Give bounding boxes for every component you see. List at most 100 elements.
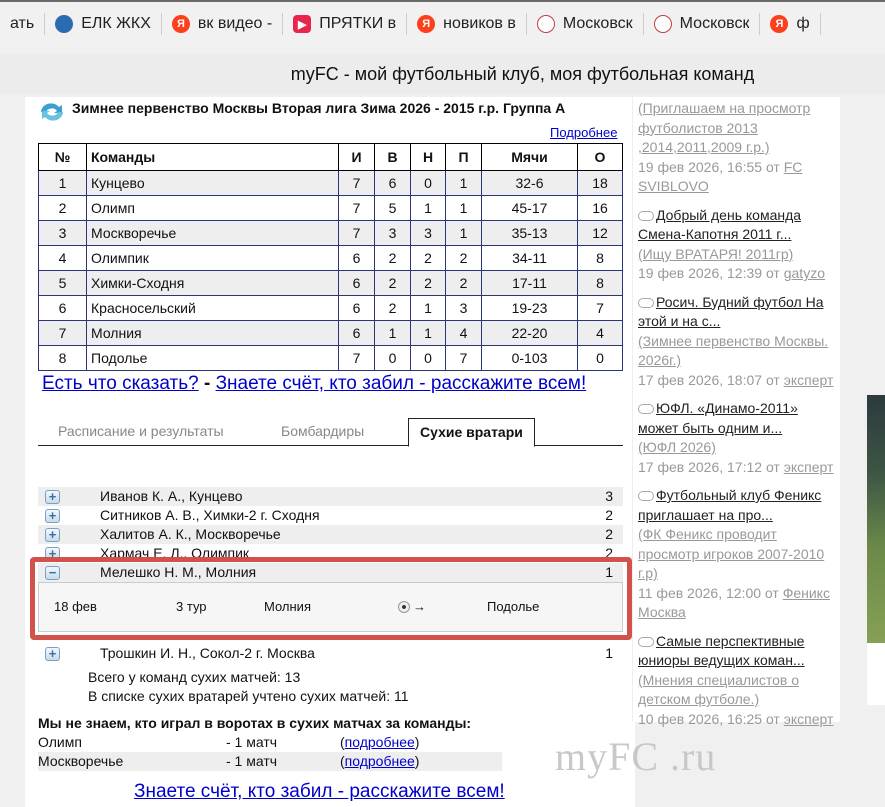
action-links: Есть что сказать? - Знаете счёт, кто заб… — [42, 373, 586, 395]
cell-points: 0 — [577, 345, 623, 371]
news-source[interactable]: (ФК Феникс проводит просмотр игроков 200… — [638, 526, 825, 581]
paren: ) — [414, 753, 420, 769]
expand-icon[interactable]: + — [45, 528, 60, 542]
news-source[interactable]: (ЮФЛ 2026) — [638, 439, 716, 455]
table-row: 1 Кунцево 7 6 0 1 32-6 18 — [38, 170, 623, 196]
yandex-icon: Я — [171, 15, 190, 33]
say-something-link[interactable]: Есть что сказать? — [42, 373, 199, 394]
cell-losses: 3 — [445, 295, 482, 321]
cell-goals: 32-6 — [481, 170, 578, 196]
goalkeeper-row[interactable]: + Ситников А. В., Химки-2 г. Сходня 2 — [38, 506, 623, 525]
cell-number: 7 — [38, 320, 87, 346]
news-headline[interactable]: Футбольный клуб Феникс приглашает на про… — [638, 487, 822, 523]
col-team: Команды — [86, 143, 339, 171]
details-link[interactable]: подробнее — [344, 734, 415, 750]
report-score-link-bottom[interactable]: Знаете счёт, кто забил - расскажите всем… — [134, 781, 505, 802]
more-link[interactable]: Подробнее — [550, 125, 618, 140]
match-detail: 18 фев 3 тур Молния → Подолье — [38, 582, 623, 632]
expand-icon[interactable]: + — [45, 647, 60, 661]
goalkeeper-row[interactable]: + Иванов К. А., Кунцево 3 — [38, 487, 623, 506]
clean-sheet-count: 2 — [605, 545, 613, 561]
crest-icon — [536, 15, 555, 33]
news-sidebar — [632, 97, 840, 722]
report-score-link[interactable]: Знаете счёт, кто забил - расскажите всем… — [215, 373, 587, 394]
bookmark[interactable]: ать — [0, 13, 46, 35]
cell-losses: 4 — [445, 320, 482, 346]
cell-number: 5 — [38, 270, 87, 296]
goalkeeper-name: Ситников А. В., Химки-2 г. Сходня — [100, 507, 320, 523]
cell-team: Олимп — [86, 195, 339, 221]
expand-icon[interactable]: + — [45, 490, 60, 504]
paren: ) — [414, 734, 420, 750]
news-author[interactable]: Феникс Москва — [638, 584, 830, 621]
details-link[interactable]: подробнее — [344, 753, 415, 769]
cell-team: Красносельский — [86, 295, 339, 321]
cell-games: 6 — [338, 320, 375, 346]
table-row: 4 Олимпик 6 2 2 2 34-11 8 — [38, 245, 623, 271]
play-icon: ▶ — [293, 15, 312, 33]
cell-number: 8 — [38, 345, 87, 371]
goalkeeper-row[interactable]: + Халитов А. К., Москворечье 2 — [38, 525, 623, 544]
cell-points: 8 — [577, 270, 623, 296]
news-source[interactable]: (Ищу ВРАТАРЯ! 2011гр) — [638, 245, 794, 262]
news-source[interactable]: (Приглашаем на просмотр футболистов 2013… — [638, 100, 811, 155]
arrow-icon: → — [413, 599, 426, 614]
cell-goals: 17-11 — [481, 270, 578, 296]
bookmark[interactable]: Московск — [644, 13, 761, 35]
news-headline[interactable]: Самые перспективные юниоры ведущих коман… — [638, 632, 805, 669]
news-date: 10 фев 2026, 16:25 от — [638, 710, 784, 727]
football-photo[interactable] — [867, 395, 885, 705]
news-headline[interactable]: Добрый день команда Смена-Капотня 2011 г… — [638, 206, 802, 243]
cell-losses: 1 — [445, 220, 482, 246]
news-author[interactable]: эксперт — [783, 458, 834, 475]
goalkeeper-row[interactable]: − Мелешко Н. М., Молния 1 — [38, 563, 623, 582]
tab-schedule[interactable]: Расписание и результаты — [58, 423, 224, 439]
bookmark[interactable]: ▶ ПРЯТКИ в — [283, 13, 408, 35]
cell-wins: 5 — [374, 195, 411, 221]
cell-number: 3 — [38, 220, 87, 246]
cell-team: Подолье — [86, 345, 339, 371]
news-author[interactable]: эксперт — [783, 710, 834, 727]
bookmark[interactable]: ЕЛК ЖКХ — [45, 13, 162, 35]
clean-sheet-count: 1 — [605, 645, 613, 661]
score-marker: → — [398, 599, 426, 614]
col-goals: Мячи — [481, 143, 578, 171]
news-item: (Приглашаем на просмотр футболистов 2013… — [638, 99, 838, 197]
expand-icon[interactable]: + — [45, 509, 60, 523]
refresh-icon — [41, 103, 63, 121]
cell-games: 7 — [338, 170, 375, 196]
news-source[interactable]: (Зимнее первенство Москвы. 2026г.) — [638, 332, 829, 369]
expand-icon[interactable]: + — [45, 547, 60, 561]
cell-wins: 6 — [374, 170, 411, 196]
cell-points: 4 — [577, 320, 623, 346]
tab-scorers[interactable]: Бомбардиры — [281, 423, 365, 439]
cell-goals: 34-11 — [481, 245, 578, 271]
unknown-keepers-title: Мы не знаем, кто играл в воротах в сухих… — [38, 715, 472, 731]
cell-number: 1 — [38, 170, 87, 196]
yandex-icon: Я — [417, 15, 436, 33]
news-list: (Приглашаем на просмотр футболистов 2013… — [638, 99, 838, 738]
page-title-bar: myFC - мой футбольный клуб, моя футбольн… — [0, 54, 885, 94]
match-date: 18 фев — [54, 599, 97, 614]
bookmark[interactable]: Московск — [527, 13, 644, 35]
news-date: 19 фев 2026, 12:39 от — [638, 265, 784, 281]
news-item: Футбольный клуб Феникс приглашает на про… — [638, 486, 838, 623]
news-author[interactable]: gatyzo — [783, 265, 825, 281]
news-headline[interactable]: ЮФЛ. «Динамо-2011» может быть одним и... — [638, 400, 798, 436]
news-author[interactable]: эксперт — [783, 371, 834, 388]
news-source[interactable]: (Мнения специалистов о детском футболе.) — [638, 671, 799, 708]
team-name: Москворечье — [38, 753, 124, 769]
goalkeeper-row[interactable]: + Трошкин И. Н., Сокол-2 г. Москва 1 — [38, 644, 623, 663]
news-headline[interactable]: Росич. Будний футбол На этой и на с... — [638, 293, 824, 330]
col-points: О — [577, 143, 623, 171]
news-item: Самые перспективные юниоры ведущих коман… — [638, 632, 838, 730]
table-row: 8 Подолье 7 0 0 7 0-103 0 — [38, 345, 623, 371]
goalkeeper-row[interactable]: + Хармач Е. Л., Олимпик 2 — [38, 544, 623, 563]
collapse-icon[interactable]: − — [45, 566, 60, 580]
tab-clean-sheets[interactable]: Сухие вратари — [408, 418, 535, 447]
cell-draws: 1 — [410, 320, 446, 346]
news-author[interactable]: FC SVIBLOVO — [638, 158, 803, 195]
